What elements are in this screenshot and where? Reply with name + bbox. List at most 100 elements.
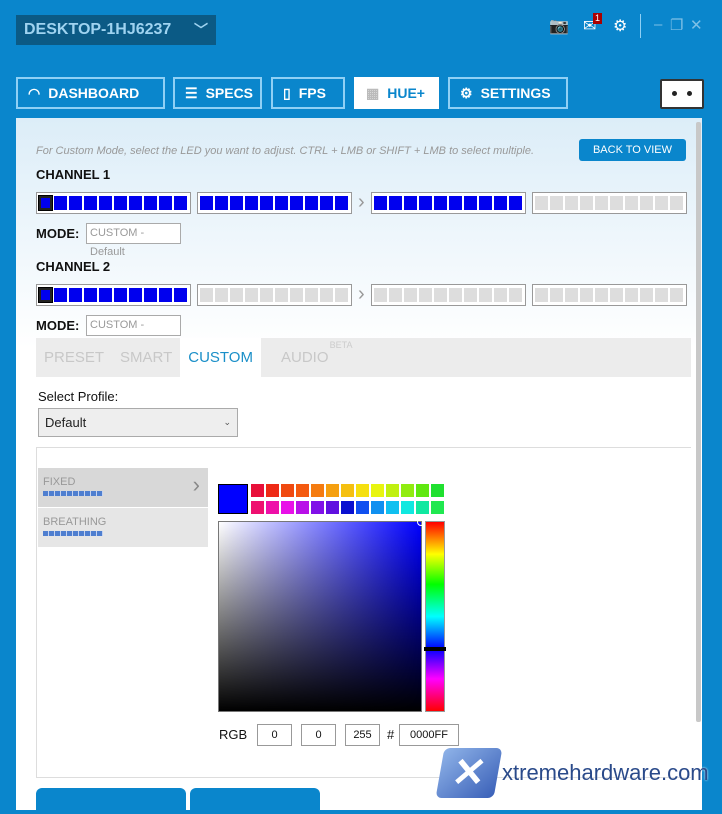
close-icon[interactable]: ✕ bbox=[690, 17, 703, 34]
led[interactable] bbox=[463, 287, 477, 302]
led[interactable] bbox=[448, 287, 462, 302]
led[interactable] bbox=[54, 287, 67, 302]
led[interactable] bbox=[609, 287, 623, 302]
tab-audio[interactable]: AUDIO BETA bbox=[273, 338, 353, 377]
tab-smart[interactable]: SMART bbox=[120, 349, 173, 366]
led[interactable] bbox=[38, 286, 53, 303]
led[interactable] bbox=[549, 195, 563, 210]
color-swatch[interactable] bbox=[251, 484, 264, 497]
led[interactable] bbox=[403, 195, 417, 210]
led[interactable] bbox=[594, 195, 608, 210]
color-swatch[interactable] bbox=[296, 484, 309, 497]
color-swatch[interactable] bbox=[251, 501, 264, 514]
led[interactable] bbox=[493, 287, 507, 302]
led[interactable] bbox=[478, 287, 492, 302]
color-swatch[interactable] bbox=[401, 484, 414, 497]
color-swatch[interactable] bbox=[281, 501, 294, 514]
led[interactable] bbox=[245, 287, 258, 302]
color-swatch[interactable] bbox=[311, 484, 324, 497]
green-input[interactable]: 0 bbox=[301, 724, 336, 746]
led[interactable] bbox=[549, 287, 563, 302]
led[interactable] bbox=[508, 287, 522, 302]
led[interactable] bbox=[260, 287, 273, 302]
led[interactable] bbox=[230, 195, 243, 210]
led[interactable] bbox=[335, 195, 348, 210]
camera-icon[interactable]: 📷 bbox=[549, 18, 569, 35]
led[interactable] bbox=[418, 195, 432, 210]
led[interactable] bbox=[448, 195, 462, 210]
color-swatch[interactable] bbox=[416, 501, 429, 514]
led[interactable] bbox=[669, 195, 683, 210]
led[interactable] bbox=[290, 287, 303, 302]
led[interactable] bbox=[129, 195, 142, 210]
led[interactable] bbox=[493, 195, 507, 210]
led[interactable] bbox=[463, 195, 477, 210]
hue-slider[interactable] bbox=[424, 521, 446, 712]
led[interactable] bbox=[215, 287, 228, 302]
color-swatch[interactable] bbox=[266, 501, 279, 514]
led[interactable] bbox=[174, 287, 187, 302]
led[interactable] bbox=[290, 195, 303, 210]
color-swatch[interactable] bbox=[341, 484, 354, 497]
back-to-view-button[interactable]: BACK TO VIEW bbox=[579, 139, 686, 161]
action-button-2[interactable] bbox=[190, 788, 320, 810]
effect-breathing[interactable]: BREATHING bbox=[38, 508, 208, 547]
color-swatch[interactable] bbox=[416, 484, 429, 497]
color-swatch[interactable] bbox=[386, 501, 399, 514]
hex-input[interactable]: 0000FF bbox=[399, 724, 459, 746]
color-swatch[interactable] bbox=[356, 484, 369, 497]
led[interactable] bbox=[84, 287, 97, 302]
led[interactable] bbox=[654, 195, 668, 210]
led[interactable] bbox=[260, 195, 273, 210]
led[interactable] bbox=[129, 287, 142, 302]
led[interactable] bbox=[245, 195, 258, 210]
led[interactable] bbox=[669, 287, 683, 302]
color-swatch[interactable] bbox=[431, 501, 444, 514]
color-swatch[interactable] bbox=[266, 484, 279, 497]
color-swatch[interactable] bbox=[401, 501, 414, 514]
led[interactable] bbox=[478, 195, 492, 210]
color-swatch[interactable] bbox=[281, 484, 294, 497]
led[interactable] bbox=[579, 195, 593, 210]
led[interactable] bbox=[564, 287, 578, 302]
tab-specs[interactable]: ☰ SPECS bbox=[173, 77, 262, 109]
tab-fps[interactable]: ▯ FPS bbox=[271, 77, 345, 109]
led[interactable] bbox=[564, 195, 578, 210]
led[interactable] bbox=[654, 287, 668, 302]
led[interactable] bbox=[373, 287, 387, 302]
minimize-icon[interactable]: – bbox=[654, 16, 663, 33]
color-swatch[interactable] bbox=[371, 501, 384, 514]
tab-dashboard[interactable]: ◠ DASHBOARD bbox=[16, 77, 165, 109]
led[interactable] bbox=[388, 287, 402, 302]
action-button-1[interactable] bbox=[36, 788, 186, 810]
led[interactable] bbox=[230, 287, 243, 302]
led[interactable] bbox=[144, 195, 157, 210]
saturation-value-picker[interactable] bbox=[218, 518, 425, 712]
led[interactable] bbox=[159, 195, 172, 210]
led[interactable] bbox=[54, 195, 67, 210]
led[interactable] bbox=[99, 287, 112, 302]
tab-hue[interactable]: ▦ HUE+ bbox=[354, 77, 439, 109]
led[interactable] bbox=[305, 287, 318, 302]
effect-fixed[interactable]: FIXED › bbox=[38, 468, 208, 507]
led[interactable] bbox=[99, 195, 112, 210]
red-input[interactable]: 0 bbox=[257, 724, 292, 746]
color-swatch[interactable] bbox=[371, 484, 384, 497]
profile-select[interactable]: Default ⌄ bbox=[38, 408, 238, 437]
led[interactable] bbox=[403, 287, 417, 302]
led[interactable] bbox=[579, 287, 593, 302]
color-swatch[interactable] bbox=[386, 484, 399, 497]
led[interactable] bbox=[639, 195, 653, 210]
led[interactable] bbox=[508, 195, 522, 210]
blue-input[interactable]: 255 bbox=[345, 724, 380, 746]
led[interactable] bbox=[144, 287, 157, 302]
led[interactable] bbox=[320, 195, 333, 210]
led[interactable] bbox=[69, 195, 82, 210]
led[interactable] bbox=[305, 195, 318, 210]
led[interactable] bbox=[624, 195, 638, 210]
color-swatch[interactable] bbox=[356, 501, 369, 514]
led[interactable] bbox=[275, 287, 288, 302]
led[interactable] bbox=[433, 195, 447, 210]
led[interactable] bbox=[534, 287, 548, 302]
gear-icon[interactable]: ⚙ bbox=[613, 18, 628, 35]
